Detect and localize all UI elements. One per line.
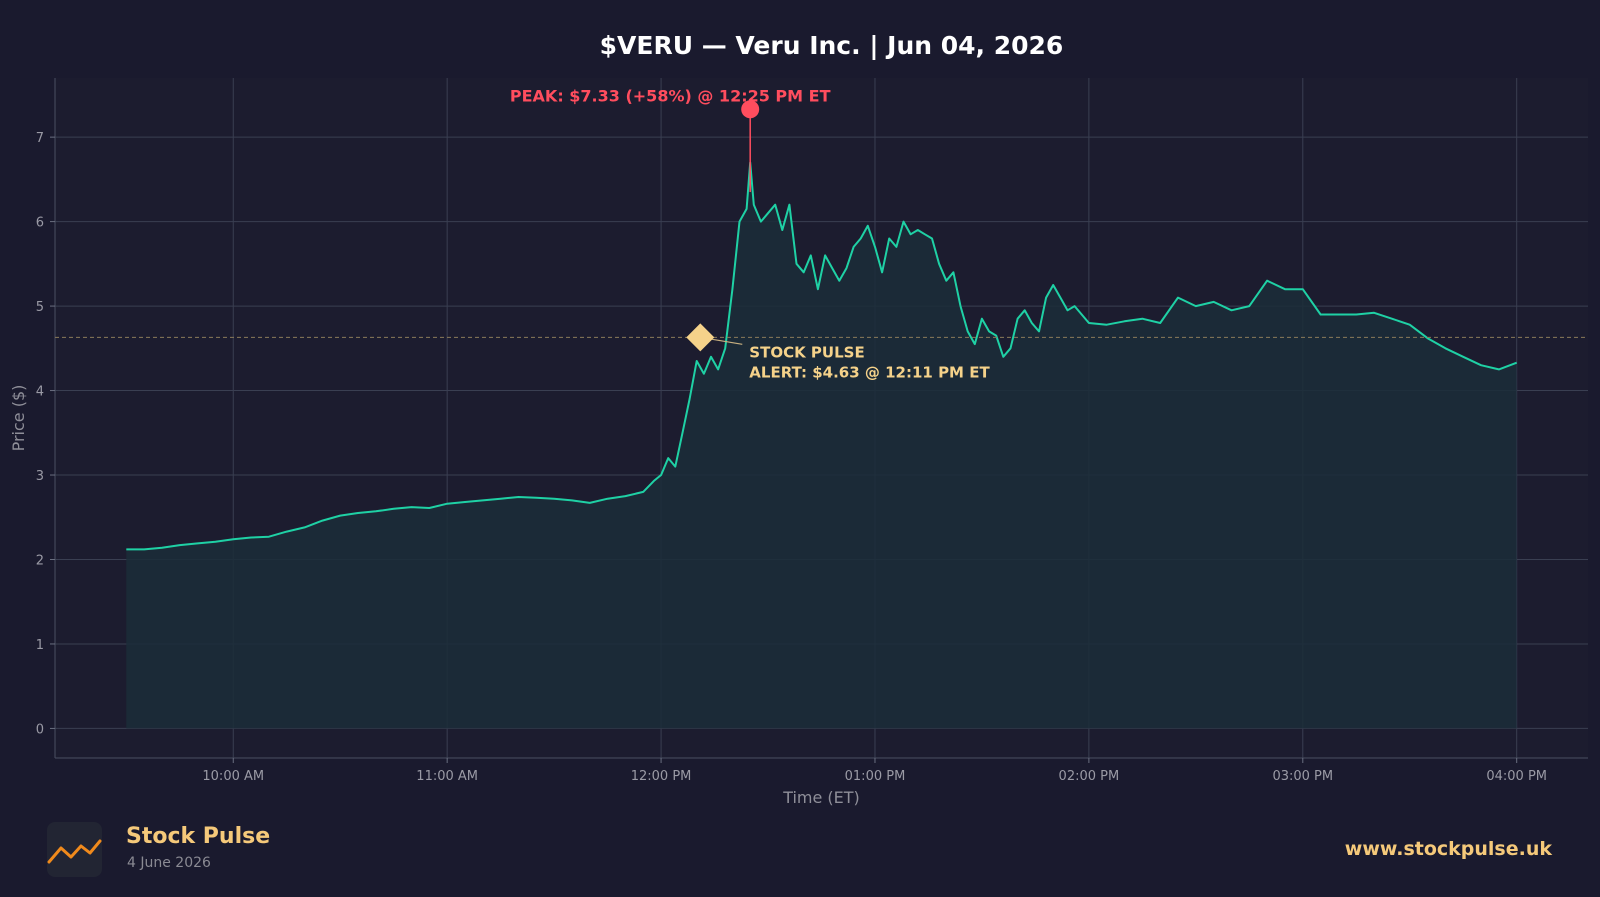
price-line <box>126 161 1518 551</box>
x-tick-label: 04:00 PM <box>1486 769 1547 784</box>
peak-label: PEAK: $7.33 (+58%) @ 12:25 PM ET <box>510 86 831 105</box>
x-tick-label: 11:00 AM <box>416 769 478 784</box>
x-tick-label: 12:00 PM <box>631 769 692 784</box>
alert-label-line1: STOCK PULSE <box>749 343 864 361</box>
brand-name: Stock Pulse <box>126 824 271 849</box>
alert-marker <box>686 323 715 352</box>
x-axis-label: Time (ET) <box>782 788 860 807</box>
brand-date: 4 June 2026 <box>127 855 211 871</box>
y-tick-label: 2 <box>36 553 44 568</box>
y-axis-label: Price ($) <box>9 385 28 452</box>
x-tick-label: 10:00 AM <box>202 769 264 784</box>
chart-title: $VERU — Veru Inc. | Jun 04, 2026 <box>600 31 1064 60</box>
y-tick-label: 0 <box>36 722 44 737</box>
y-tick-label: 4 <box>36 385 44 400</box>
y-tick-label: 1 <box>36 638 44 653</box>
x-tick-label: 03:00 PM <box>1272 769 1333 784</box>
y-tick-label: 6 <box>36 216 44 231</box>
stock-pulse-logo-icon <box>47 822 102 877</box>
y-tick-label: 7 <box>36 131 44 146</box>
y-tick-label: 3 <box>36 469 44 484</box>
peak-marker <box>741 100 760 119</box>
brand-url[interactable]: www.stockpulse.uk <box>1344 838 1552 860</box>
x-tick-label: 01:00 PM <box>845 769 906 784</box>
alert-label-line2: ALERT: $4.63 @ 12:11 PM ET <box>749 363 990 381</box>
x-tick-label: 02:00 PM <box>1059 769 1120 784</box>
price-area <box>126 162 1517 729</box>
y-tick-label: 5 <box>36 300 44 315</box>
